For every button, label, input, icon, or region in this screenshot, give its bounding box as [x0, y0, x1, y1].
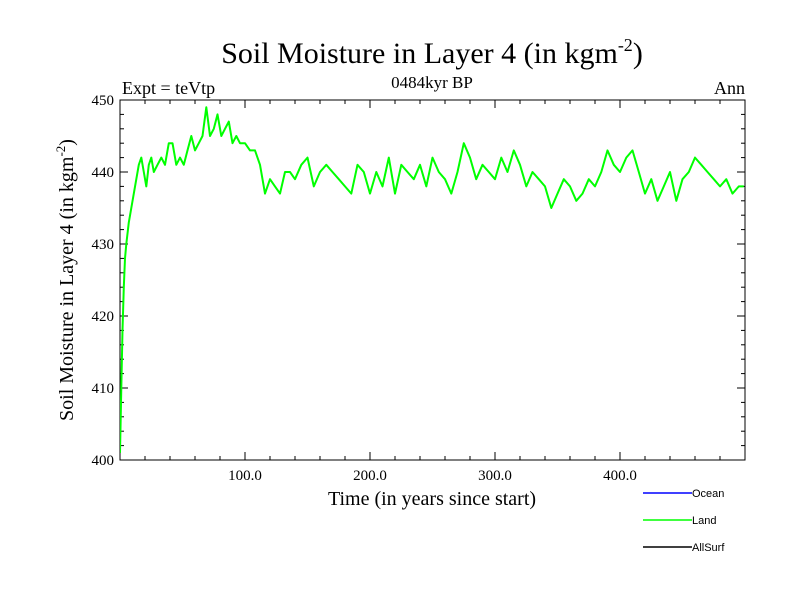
y-axis-label-sup: -2	[53, 146, 68, 157]
x-tick-label: 400.0	[603, 468, 637, 484]
legend-label-land: Land	[692, 515, 716, 527]
tick-labels: 100.0 200.0 300.0 400.0 400 410 420 430 440 450	[92, 93, 637, 484]
series-layer	[120, 106, 744, 453]
series-line-land	[120, 106, 744, 453]
chart-title: Soil Moisture in Layer 4 (in kgm-2)	[221, 35, 643, 70]
period-label: 0484kyr BP	[391, 73, 473, 92]
y-tick-label: 420	[92, 309, 115, 325]
x-tick-label: 100.0	[228, 468, 262, 484]
y-tick-label: 430	[92, 237, 115, 253]
y-axis-label: Soil Moisture in Layer 4 (in kgm-2)	[53, 139, 78, 421]
x-tick-label: 300.0	[478, 468, 512, 484]
legend-label-allsurf: AllSurf	[692, 542, 725, 554]
y-axis-label-text: Soil Moisture in Layer 4 (in kgm	[56, 156, 78, 421]
major-ticks	[120, 99, 745, 461]
y-axis-label-close: )	[56, 139, 78, 146]
season-label: Ann	[714, 78, 745, 98]
minor-ticks	[120, 100, 745, 460]
y-tick-label: 450	[92, 93, 115, 109]
y-tick-label: 400	[92, 453, 115, 469]
chart-title-text: Soil Moisture in Layer 4 (in kgm	[221, 37, 618, 70]
legend-label-ocean: Ocean	[692, 488, 724, 500]
y-tick-label: 410	[92, 381, 115, 397]
experiment-label: Expt = teVtp	[122, 78, 215, 98]
plot-frame	[119, 99, 746, 461]
chart-title-sup: -2	[618, 35, 633, 55]
y-tick-label: 440	[92, 165, 115, 181]
legend: Ocean Land AllSurf	[643, 488, 725, 554]
x-axis-label: Time (in years since start)	[328, 488, 536, 510]
chart-title-close: )	[633, 37, 643, 70]
x-tick-label: 200.0	[353, 468, 387, 484]
